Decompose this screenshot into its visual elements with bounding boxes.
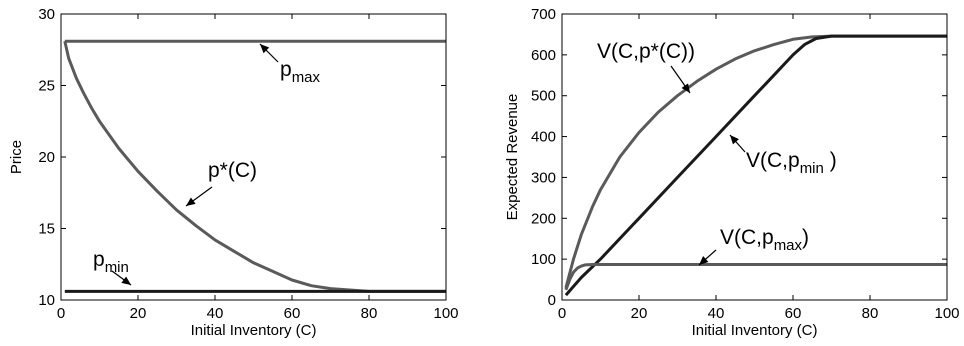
series-line-1 — [564, 34, 947, 297]
annotation-arrowhead — [730, 135, 739, 145]
revenue-chart-ticks: 0 20 40 60 80 100 0 100 200 300 400 500 600 700 — [531, 6, 960, 322]
x-tick-label: 60 — [785, 305, 802, 322]
x-tick-label: 80 — [361, 305, 378, 322]
annotation-arrowhead — [681, 83, 690, 93]
revenue-chart-annotations: V(C,p*(C)) V(C,pmin ) V(C,pmax) — [597, 40, 837, 266]
annotation-label: V(C,p*(C)) — [597, 40, 695, 63]
y-tick-label: 500 — [531, 88, 556, 105]
x-tick-label: 0 — [558, 305, 566, 322]
price-chart-x-axis-label: Initial Inventory (C) — [191, 322, 317, 339]
annotation-label: pmin — [93, 248, 129, 276]
revenue-chart-x-axis-label: Initial Inventory (C) — [692, 322, 818, 339]
annotation-arrowhead — [186, 197, 196, 206]
x-tick-label: 40 — [207, 305, 224, 322]
x-tick-label: 80 — [862, 305, 879, 322]
y-tick-label: 200 — [531, 210, 556, 227]
x-tick-label: 100 — [433, 305, 458, 322]
annotation-label: pmax — [280, 58, 321, 86]
y-tick-label: 700 — [531, 6, 556, 23]
revenue-chart: 0 20 40 60 80 100 0 100 200 300 400 500 600 700 Initi… — [504, 6, 960, 339]
y-tick-label: 30 — [38, 6, 55, 23]
annotation-label: V(C,pmin ) — [746, 149, 837, 177]
annotation-arrowhead — [260, 44, 270, 54]
y-tick-label: 400 — [531, 129, 556, 146]
x-tick-label: 100 — [934, 305, 959, 322]
revenue-chart-frame — [561, 13, 948, 301]
price-chart-annotations: pmax p*(C) pmin — [93, 43, 321, 286]
price-chart-frame — [60, 13, 447, 301]
price-chart-ticks: 0 20 40 60 80 100 10 15 20 25 30 — [38, 6, 458, 322]
price-chart: 0 20 40 60 80 100 10 15 20 25 30 Initial Inventory… — [8, 6, 459, 339]
price-chart-lines — [63, 39, 446, 293]
revenue-chart-lines — [564, 34, 947, 297]
annotation-arrowhead — [121, 276, 131, 285]
annotation-label: V(C,pmax) — [720, 226, 809, 254]
y-tick-label: 10 — [38, 292, 55, 309]
annotation-label: p*(C) — [208, 159, 257, 182]
x-tick-label: 20 — [631, 305, 648, 322]
x-tick-label: 60 — [284, 305, 301, 322]
revenue-chart-y-axis-label: Expected Revenue — [504, 94, 521, 221]
y-tick-label: 600 — [531, 47, 556, 64]
x-tick-label: 0 — [57, 305, 65, 322]
y-tick-label: 25 — [38, 78, 55, 95]
y-tick-label: 100 — [531, 251, 556, 268]
series-line-2 — [564, 263, 947, 291]
annotation-arrowhead — [699, 256, 709, 265]
x-tick-label: 40 — [708, 305, 725, 322]
x-tick-label: 20 — [130, 305, 147, 322]
y-tick-label: 20 — [38, 149, 55, 166]
price-chart-y-axis-label: Price — [8, 140, 25, 174]
y-tick-label: 15 — [38, 221, 55, 238]
y-tick-label: 0 — [548, 292, 556, 309]
y-tick-label: 300 — [531, 169, 556, 186]
